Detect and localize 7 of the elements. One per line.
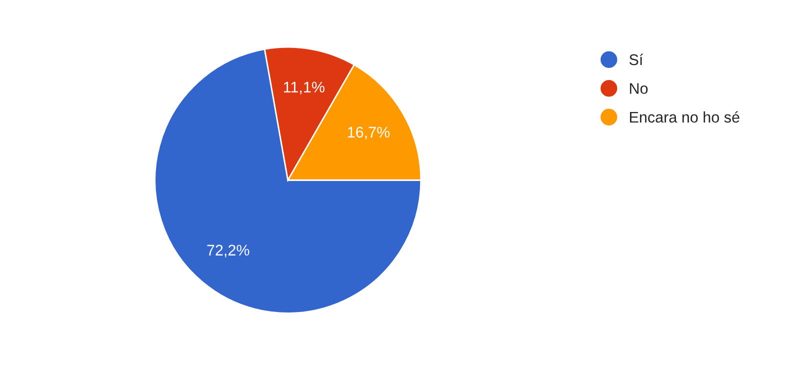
legend-label: Encara no ho sé xyxy=(630,111,740,123)
legend-label: No xyxy=(630,83,648,94)
data-label: 72,2% xyxy=(207,244,250,258)
data-label: 11,1% xyxy=(284,82,324,94)
data-label: 16,7% xyxy=(348,126,390,140)
legend-label: Sí xyxy=(629,54,644,66)
pie-slice xyxy=(154,48,422,314)
